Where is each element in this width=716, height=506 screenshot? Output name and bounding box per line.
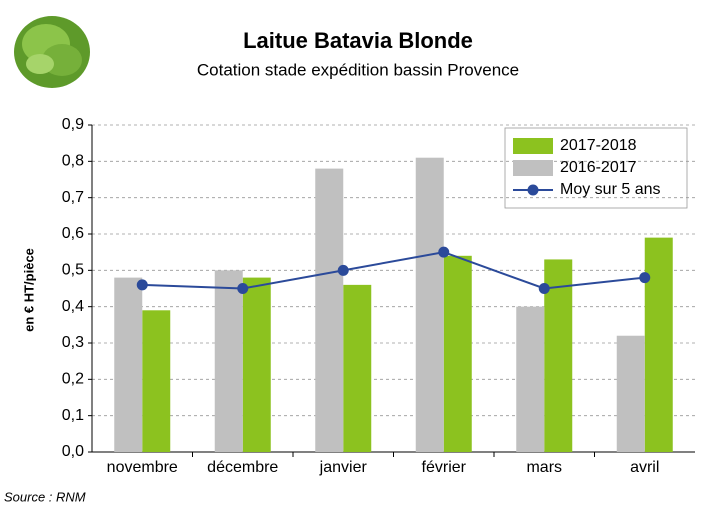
- bar: [343, 285, 371, 452]
- y-tick-label: 0,2: [62, 371, 84, 388]
- bar: [114, 278, 142, 452]
- line-point: [237, 283, 248, 294]
- line-point: [137, 279, 148, 290]
- line-point: [338, 265, 349, 276]
- lettuce-icon: [14, 16, 90, 88]
- legend-swatch: [528, 185, 539, 196]
- line-point: [639, 272, 650, 283]
- line-point: [539, 283, 550, 294]
- y-tick-label: 0,6: [62, 225, 84, 242]
- legend-label: 2017-2018: [560, 137, 637, 154]
- bar: [315, 169, 343, 452]
- y-tick-label: 0,5: [62, 262, 84, 279]
- y-tick-label: 0,1: [62, 407, 84, 424]
- chart-title: Laitue Batavia Blonde: [243, 28, 473, 53]
- x-tick-label: avril: [630, 459, 659, 476]
- source: Source : RNM: [4, 489, 86, 504]
- y-tick-label: 0,9: [62, 116, 84, 133]
- legend-label: Moy sur 5 ans: [560, 181, 660, 198]
- chart: Laitue Batavia Blonde Cotation stade exp…: [0, 0, 716, 506]
- legend-swatch: [513, 138, 553, 154]
- y-tick-label: 0,4: [62, 298, 84, 315]
- x-tick-label: février: [422, 459, 467, 476]
- bar: [215, 270, 243, 452]
- bar: [142, 310, 170, 452]
- x-tick-label: mars: [526, 459, 562, 476]
- bar: [645, 238, 673, 452]
- y-axis-label: en € HT/pièce: [21, 248, 36, 332]
- x-tick-label: décembre: [207, 459, 278, 476]
- bar: [444, 256, 472, 452]
- y-tick-label: 0,8: [62, 153, 84, 170]
- legend-label: 2016-2017: [560, 159, 637, 176]
- x-tick-label: janvier: [319, 459, 368, 476]
- bar: [243, 278, 271, 452]
- y-tick-label: 0,7: [62, 189, 84, 206]
- x-tick-label: novembre: [107, 459, 178, 476]
- bar: [617, 336, 645, 452]
- y-tick-label: 0,0: [62, 443, 84, 460]
- bar: [416, 158, 444, 452]
- chart-subtitle: Cotation stade expédition bassin Provenc…: [197, 60, 519, 79]
- bar: [516, 307, 544, 452]
- y-tick-label: 0,3: [62, 334, 84, 351]
- legend-swatch: [513, 160, 553, 176]
- line-point: [438, 247, 449, 258]
